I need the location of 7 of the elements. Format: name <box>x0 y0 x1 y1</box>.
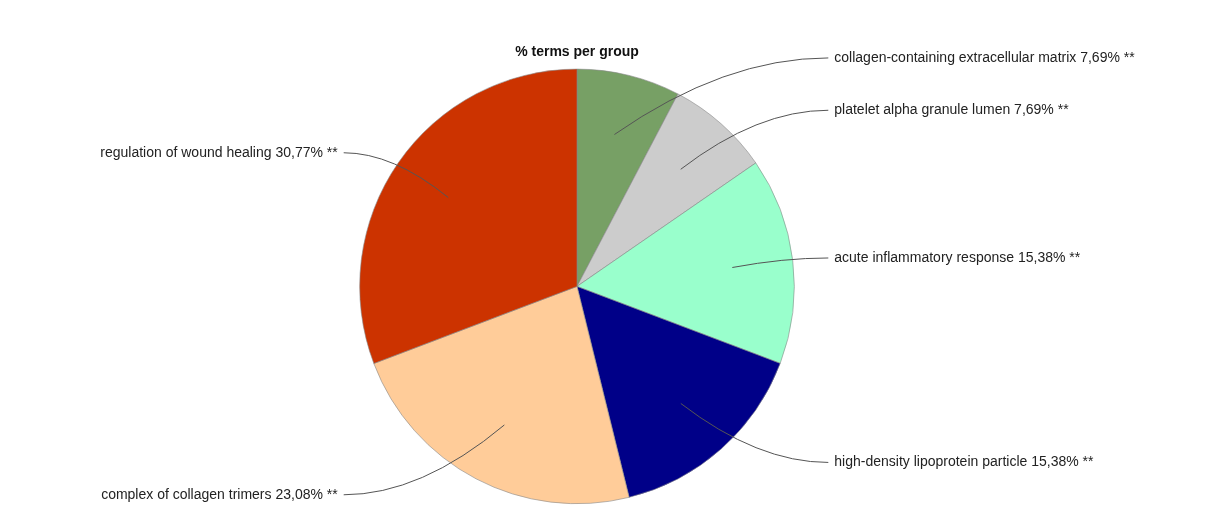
slice-label: high-density lipoprotein particle 15,38% ** <box>834 453 1095 470</box>
slice-label: complex of collagen trimers 23,08% ** <box>101 485 339 502</box>
slice-label: acute inflammatory response 15,38% ** <box>834 248 1081 265</box>
slice-label: platelet alpha granule lumen 7,69% ** <box>834 101 1070 118</box>
chart-title: % terms per group <box>515 43 639 60</box>
slice-label: collagen-containing extracellular matrix 7,69% ** <box>834 48 1136 65</box>
slice-label: regulation of wound healing 30,77% ** <box>100 143 339 160</box>
